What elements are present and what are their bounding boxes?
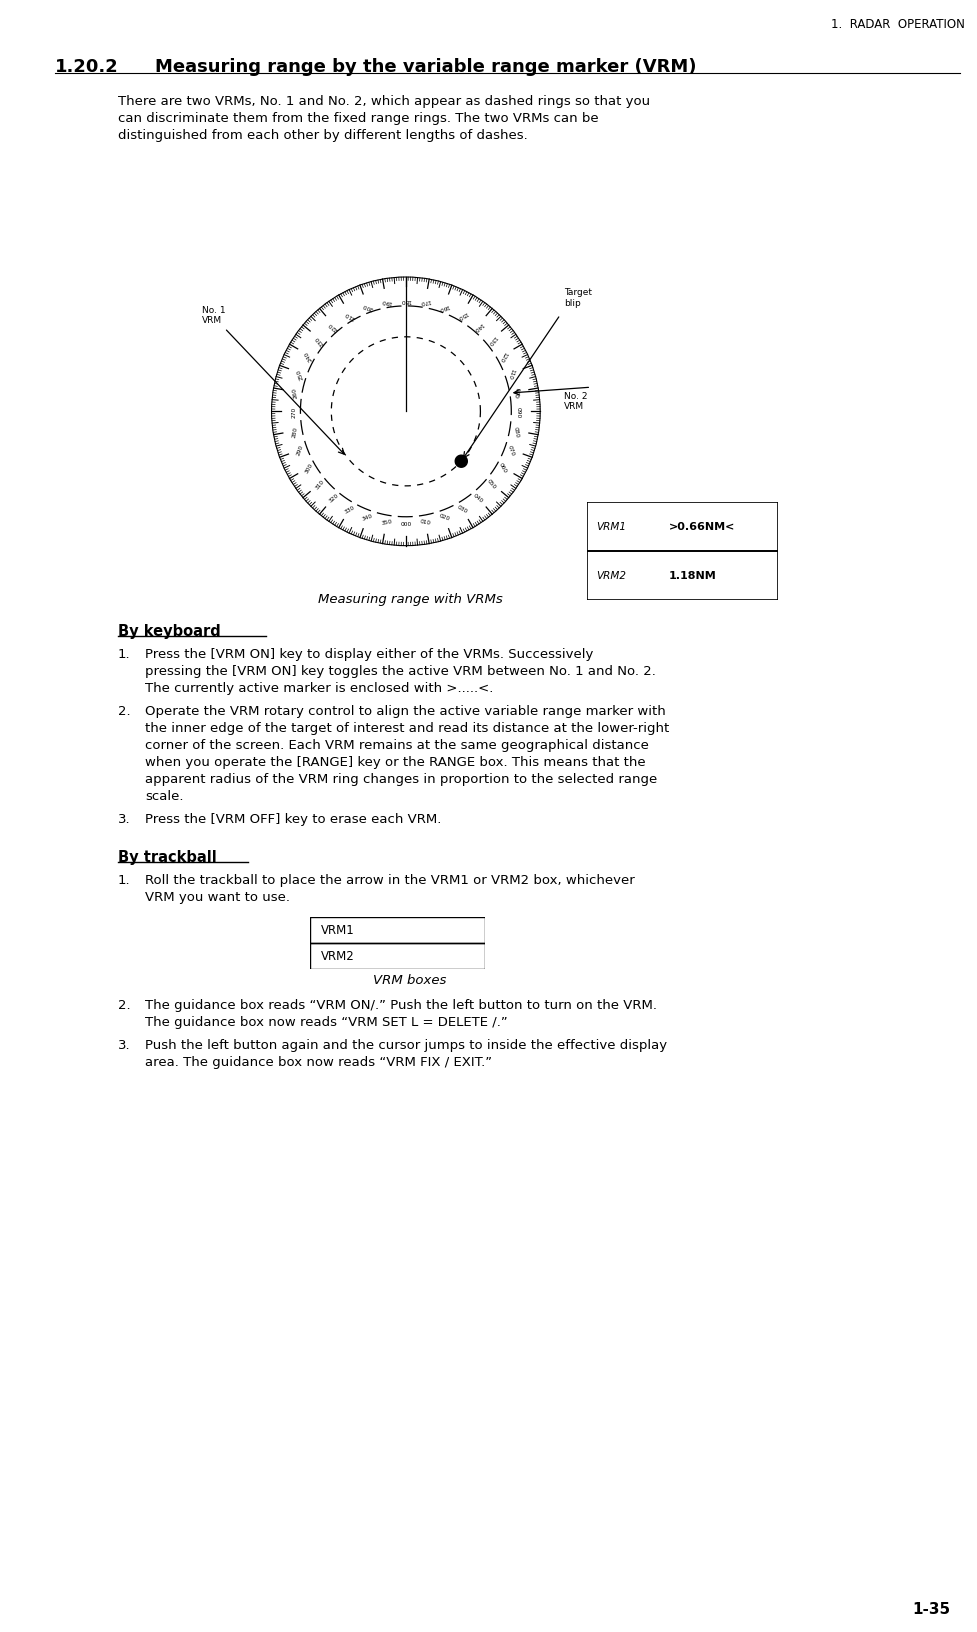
- Text: Operate the VRM rotary control to align the active variable range marker with: Operate the VRM rotary control to align …: [145, 705, 665, 718]
- Text: 1.18NM: 1.18NM: [668, 571, 716, 581]
- Bar: [586, 503, 777, 552]
- Text: 010: 010: [419, 519, 431, 526]
- Text: VRM2: VRM2: [596, 571, 625, 581]
- Text: 160: 160: [438, 302, 449, 312]
- Text: By trackball: By trackball: [118, 850, 217, 865]
- Text: VRM boxes: VRM boxes: [373, 973, 446, 986]
- Text: 300: 300: [304, 462, 314, 475]
- Text: 190: 190: [380, 299, 392, 305]
- Text: Measuring range by the variable range marker (VRM): Measuring range by the variable range ma…: [154, 59, 696, 77]
- Text: There are two VRMs, No. 1 and No. 2, which appear as dashed rings so that you: There are two VRMs, No. 1 and No. 2, whi…: [118, 95, 650, 108]
- Text: 060: 060: [497, 462, 507, 475]
- Text: 1.  RADAR  OPERATION: 1. RADAR OPERATION: [830, 18, 964, 31]
- Text: distinguished from each other by different lengths of dashes.: distinguished from each other by differe…: [118, 129, 528, 142]
- Text: 1.: 1.: [118, 648, 131, 661]
- Text: 080: 080: [512, 426, 519, 437]
- Text: scale.: scale.: [145, 790, 184, 803]
- Text: 330: 330: [343, 504, 356, 514]
- Text: corner of the screen. Each VRM remains at the same geographical distance: corner of the screen. Each VRM remains a…: [145, 739, 648, 752]
- Text: VRM you want to use.: VRM you want to use.: [145, 891, 290, 904]
- Text: 310: 310: [315, 478, 325, 490]
- Text: 180: 180: [400, 297, 411, 302]
- Text: 260: 260: [292, 387, 299, 398]
- Text: 120: 120: [497, 349, 507, 362]
- Text: 290: 290: [296, 444, 305, 457]
- Text: when you operate the [RANGE] key or the RANGE box. This means that the: when you operate the [RANGE] key or the …: [145, 756, 645, 769]
- Text: Roll the trackball to place the arrow in the VRM1 or VRM2 box, whichever: Roll the trackball to place the arrow in…: [145, 873, 634, 886]
- Text: Measuring range with VRMs: Measuring range with VRMs: [318, 592, 502, 605]
- Text: The currently active marker is enclosed with >.....<.: The currently active marker is enclosed …: [145, 682, 492, 695]
- Text: 200: 200: [361, 302, 373, 312]
- Text: 2.: 2.: [118, 999, 131, 1012]
- Text: The guidance box now reads “VRM SET L = DELETE /.”: The guidance box now reads “VRM SET L = …: [145, 1015, 507, 1028]
- Text: pressing the [VRM ON] key toggles the active VRM between No. 1 and No. 2.: pressing the [VRM ON] key toggles the ac…: [145, 664, 656, 677]
- Text: 070: 070: [506, 444, 515, 457]
- Text: 000: 000: [400, 522, 411, 527]
- Text: the inner edge of the target of interest and read its distance at the lower-righ: the inner edge of the target of interest…: [145, 721, 668, 734]
- Text: 1.: 1.: [118, 873, 131, 886]
- Text: 050: 050: [486, 478, 497, 490]
- Text: VRM1: VRM1: [320, 924, 354, 937]
- Text: VRM1: VRM1: [596, 522, 625, 532]
- Text: Press the [VRM ON] key to display either of the VRMs. Successively: Press the [VRM ON] key to display either…: [145, 648, 593, 661]
- Text: apparent radius of the VRM ring changes in proportion to the selected range: apparent radius of the VRM ring changes …: [145, 772, 657, 785]
- Text: 350: 350: [380, 519, 392, 526]
- Text: 340: 340: [361, 512, 373, 522]
- Text: 090: 090: [515, 406, 520, 418]
- Text: 240: 240: [304, 349, 314, 362]
- Text: 280: 280: [292, 426, 299, 437]
- Text: 130: 130: [486, 335, 496, 346]
- Text: 170: 170: [419, 299, 431, 305]
- Text: area. The guidance box now reads “VRM FIX / EXIT.”: area. The guidance box now reads “VRM FI…: [145, 1056, 491, 1069]
- Bar: [586, 552, 777, 601]
- Bar: [310, 917, 485, 943]
- Text: Press the [VRM OFF] key to erase each VRM.: Press the [VRM OFF] key to erase each VR…: [145, 813, 441, 826]
- Text: 2.: 2.: [118, 705, 131, 718]
- Text: 140: 140: [472, 322, 484, 331]
- Text: No. 1
VRM: No. 1 VRM: [201, 305, 225, 325]
- Text: 270: 270: [291, 406, 296, 418]
- Text: 100: 100: [512, 387, 519, 398]
- Text: The guidance box reads “VRM ON/.” Push the left button to turn on the VRM.: The guidance box reads “VRM ON/.” Push t…: [145, 999, 657, 1012]
- Text: 320: 320: [327, 493, 339, 504]
- Text: can discriminate them from the fixed range rings. The two VRMs can be: can discriminate them from the fixed ran…: [118, 113, 598, 126]
- Text: 150: 150: [455, 310, 468, 320]
- Text: 1.20.2: 1.20.2: [55, 59, 118, 77]
- Bar: [310, 943, 485, 969]
- Text: 110: 110: [506, 367, 515, 380]
- Text: >0.66NM<: >0.66NM<: [668, 522, 735, 532]
- Polygon shape: [455, 455, 467, 468]
- Text: 220: 220: [327, 320, 339, 331]
- Text: 3.: 3.: [118, 1038, 131, 1051]
- Text: 3.: 3.: [118, 813, 131, 826]
- Text: 030: 030: [455, 504, 468, 514]
- Text: No. 2
VRM: No. 2 VRM: [564, 392, 587, 411]
- Text: VRM2: VRM2: [320, 950, 354, 963]
- Text: Push the left button again and the cursor jumps to inside the effective display: Push the left button again and the curso…: [145, 1038, 666, 1051]
- Text: By keyboard: By keyboard: [118, 623, 221, 638]
- Text: 230: 230: [314, 335, 325, 346]
- Text: 020: 020: [438, 512, 450, 522]
- Text: 1-35: 1-35: [911, 1601, 949, 1616]
- Text: Target
blip: Target blip: [564, 289, 592, 308]
- Text: 040: 040: [472, 493, 484, 504]
- Text: 250: 250: [296, 367, 305, 380]
- Text: 210: 210: [343, 310, 356, 320]
